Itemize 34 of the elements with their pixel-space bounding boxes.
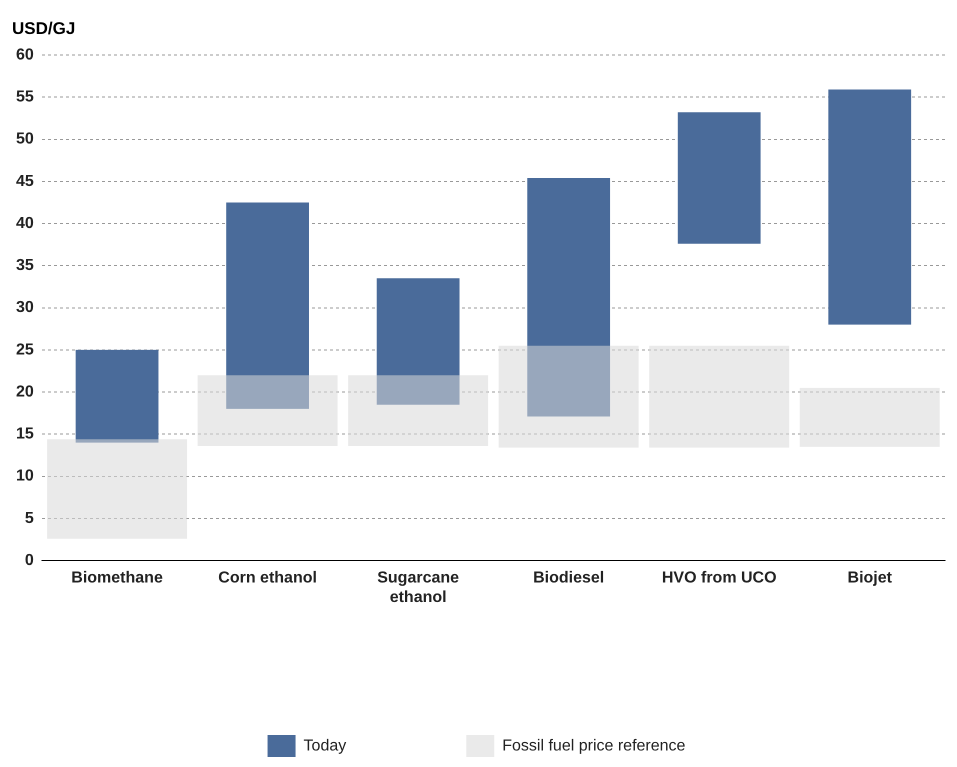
y-tick-label: 45 <box>16 172 34 190</box>
y-axis-title: USD/GJ <box>12 19 76 38</box>
bar <box>376 278 460 405</box>
x-tick-label: HVO from UCO <box>662 570 777 587</box>
y-tick-label: 30 <box>16 299 34 316</box>
x-tick-label: Biomethane <box>71 570 163 587</box>
bar <box>649 346 790 448</box>
y-tick-label: 5 <box>24 510 34 527</box>
bar <box>527 178 610 417</box>
bar <box>76 350 158 443</box>
x-tick-label: Sugarcane ethanol <box>377 570 460 606</box>
y-tick-label: 55 <box>16 88 34 106</box>
y-tick-label: 60 <box>16 46 34 64</box>
y-tick-label: 25 <box>16 341 34 358</box>
bar <box>498 346 639 448</box>
x-tick-label: Biodiesel <box>533 570 604 587</box>
y-tick-label: 10 <box>16 468 34 485</box>
bar <box>226 202 309 409</box>
y-tick-label: 40 <box>16 214 34 232</box>
x-tick-label: Corn ethanol <box>218 570 317 587</box>
y-tick-label: 15 <box>16 426 34 443</box>
y-tick-label: 20 <box>16 383 34 400</box>
bar <box>47 439 188 539</box>
bar <box>800 388 940 447</box>
bar <box>678 112 761 244</box>
y-tick-label: 35 <box>16 257 34 274</box>
x-tick-label: Biojet <box>848 570 893 587</box>
y-tick-label: 50 <box>16 130 34 148</box>
bar <box>828 90 912 325</box>
y-tick-label: 0 <box>24 552 34 570</box>
bar <box>348 375 488 446</box>
bar <box>198 375 338 446</box>
legend-label: Today <box>304 737 346 754</box>
legend-label: Fossil fuel price reference <box>502 737 686 754</box>
